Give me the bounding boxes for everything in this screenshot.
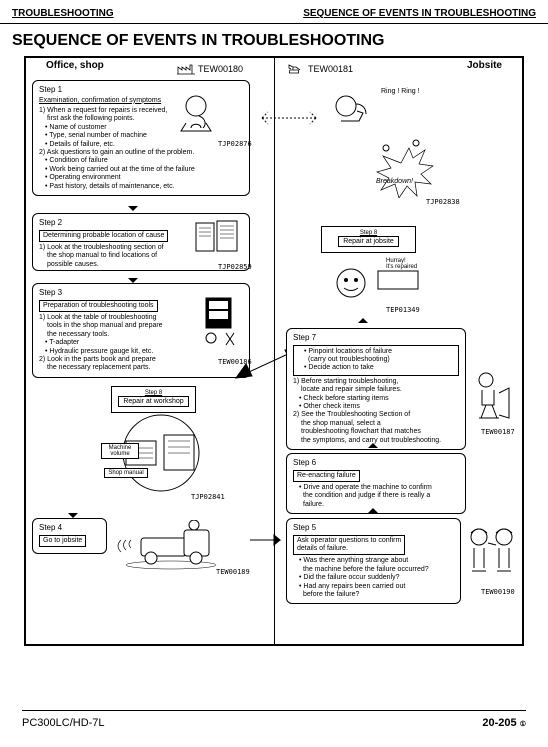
col-left-label: Office, shop [46, 60, 104, 71]
page-number: 20-205 [482, 717, 516, 729]
two-workers-illustration [464, 523, 519, 583]
page-footer: PC300LC/HD-7L 20-205 ① [22, 710, 526, 729]
factory-icon: TEW00180 [176, 62, 243, 76]
page-title: SEQUENCE OF EVENTS IN TROUBLESHOOTING [0, 24, 548, 56]
breakdown-text: Breakdown! [376, 178, 413, 185]
step8b-callout: Step 8 Repair at jobsite [321, 226, 416, 253]
ring-text: Ring ! Ring ! [381, 88, 420, 95]
phone-illustration [171, 88, 221, 138]
step6-box: Step 6 Re-enacting failure Drive and ope… [286, 453, 466, 514]
dashed-arrow [254, 108, 324, 128]
step4-box: Step 4 Go to jobsite [32, 518, 107, 554]
truck-illustration [116, 520, 246, 570]
arrow-4-5 [248, 533, 288, 547]
operator-chair-illustration [464, 368, 514, 428]
step5-box: Step 5 Ask operator questions to confirm… [286, 518, 461, 604]
excavator-icon: TEW00181 [286, 62, 353, 76]
header-left: TROUBLESHOOTING [12, 8, 114, 19]
header-right: SEQUENCE OF EVENTS IN TROUBLESHOOTING [303, 8, 536, 19]
step7-box: Step 7 Pinpoint locations of failure (ca… [286, 328, 466, 450]
col-right-label: Jobsite [467, 60, 502, 71]
main-frame: Office, shop Jobsite TEW00180 TEW00181 S… [24, 56, 524, 646]
step8a-callout: Step 8 Repair at workshop [111, 386, 196, 413]
manual-illustration [191, 218, 241, 258]
model-number: PC300LC/HD-7L [22, 717, 105, 729]
breakdown-illustration [356, 128, 446, 198]
